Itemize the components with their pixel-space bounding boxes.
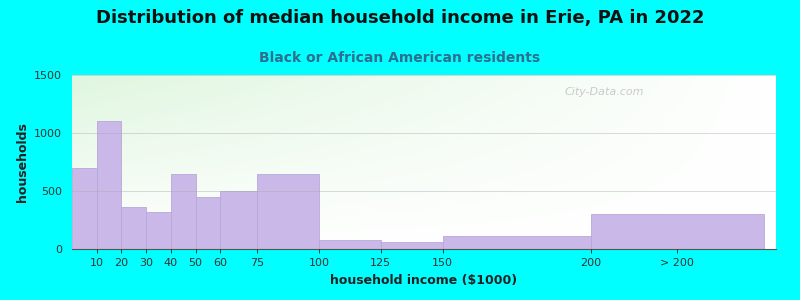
Bar (97, 122, 122, 249)
Bar (381, 242, 442, 249)
Bar (195, 197, 220, 249)
Bar (171, 174, 195, 249)
Text: Distribution of median household income in Erie, PA in 2022: Distribution of median household income … (96, 9, 704, 27)
Bar (146, 212, 171, 249)
Bar (72, 168, 97, 249)
Text: City-Data.com: City-Data.com (565, 87, 644, 97)
Bar (258, 174, 319, 249)
Bar (220, 191, 258, 249)
Bar (319, 240, 381, 249)
Y-axis label: households: households (16, 122, 29, 202)
Bar (122, 207, 146, 249)
Bar (590, 214, 764, 249)
Text: Black or African American residents: Black or African American residents (259, 51, 541, 65)
Bar (442, 236, 590, 249)
X-axis label: household income ($1000): household income ($1000) (330, 274, 518, 286)
